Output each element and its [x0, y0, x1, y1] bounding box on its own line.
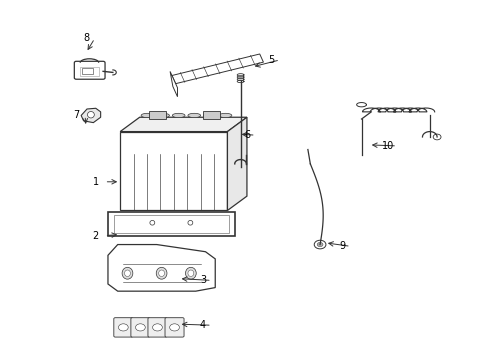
- Polygon shape: [172, 54, 263, 84]
- Circle shape: [317, 242, 323, 247]
- Text: 1: 1: [93, 177, 99, 187]
- FancyBboxPatch shape: [149, 111, 166, 119]
- Text: 3: 3: [200, 275, 206, 285]
- FancyBboxPatch shape: [114, 318, 133, 337]
- Circle shape: [432, 134, 440, 140]
- Ellipse shape: [203, 113, 216, 118]
- Text: 9: 9: [338, 241, 345, 251]
- Polygon shape: [81, 108, 101, 123]
- Circle shape: [169, 324, 179, 331]
- Ellipse shape: [141, 113, 154, 118]
- Text: 10: 10: [382, 141, 394, 151]
- Ellipse shape: [157, 113, 169, 118]
- Text: 8: 8: [83, 33, 89, 43]
- Circle shape: [118, 324, 128, 331]
- FancyBboxPatch shape: [164, 318, 183, 337]
- Text: 5: 5: [267, 55, 274, 65]
- Text: 4: 4: [200, 320, 206, 330]
- Ellipse shape: [158, 270, 164, 276]
- Circle shape: [135, 324, 145, 331]
- Ellipse shape: [124, 270, 130, 276]
- Text: 6: 6: [244, 130, 249, 140]
- FancyBboxPatch shape: [203, 111, 220, 119]
- FancyBboxPatch shape: [74, 61, 105, 79]
- Circle shape: [314, 240, 325, 249]
- Ellipse shape: [185, 267, 196, 279]
- Polygon shape: [108, 244, 215, 291]
- FancyBboxPatch shape: [148, 318, 166, 337]
- Ellipse shape: [172, 113, 184, 118]
- FancyBboxPatch shape: [108, 212, 234, 235]
- FancyBboxPatch shape: [131, 318, 150, 337]
- Polygon shape: [170, 71, 177, 97]
- Ellipse shape: [187, 220, 192, 225]
- Polygon shape: [120, 117, 246, 132]
- Ellipse shape: [219, 113, 231, 118]
- Ellipse shape: [150, 220, 155, 225]
- Ellipse shape: [122, 267, 133, 279]
- Ellipse shape: [187, 113, 200, 118]
- Circle shape: [152, 324, 162, 331]
- Ellipse shape: [156, 267, 166, 279]
- FancyBboxPatch shape: [120, 132, 227, 211]
- Ellipse shape: [87, 112, 94, 118]
- Ellipse shape: [187, 270, 193, 276]
- Polygon shape: [227, 117, 246, 211]
- Text: 7: 7: [73, 111, 79, 121]
- Text: 2: 2: [92, 231, 99, 240]
